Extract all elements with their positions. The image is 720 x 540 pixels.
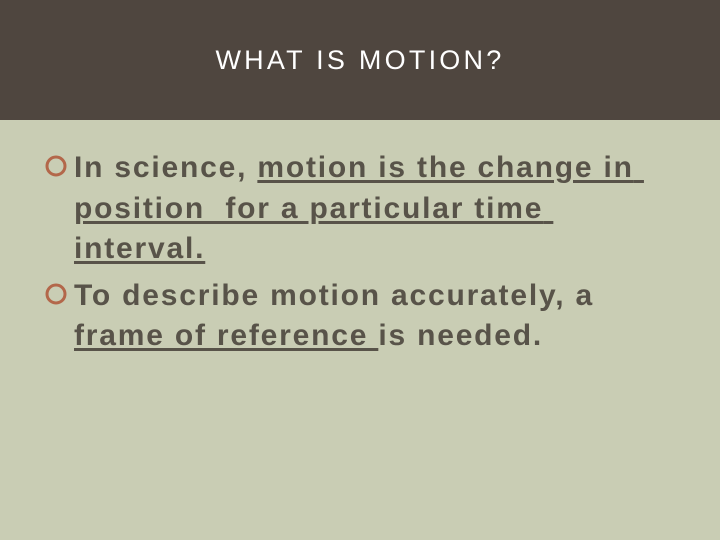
bullet-text: In science, motion is the change in posi…	[74, 148, 676, 270]
text-run: frame of reference	[74, 319, 378, 352]
slide-body: In science, motion is the change in posi…	[0, 120, 720, 540]
slide: WHAT IS MOTION? In science, motion is th…	[0, 0, 720, 540]
text-run: is needed.	[378, 319, 543, 352]
bullet-text: To describe motion accurately, a frame o…	[74, 276, 676, 357]
slide-title: WHAT IS MOTION?	[215, 45, 504, 76]
bullet-circle-icon	[44, 154, 68, 183]
bullet-item: To describe motion accurately, a frame o…	[44, 276, 676, 357]
bullet-item: In science, motion is the change in posi…	[44, 148, 676, 270]
bullet-circle-icon	[44, 282, 68, 311]
slide-header: WHAT IS MOTION?	[0, 0, 720, 120]
text-run: In science,	[74, 151, 257, 184]
text-run: To describe motion accurately, a	[74, 279, 604, 312]
